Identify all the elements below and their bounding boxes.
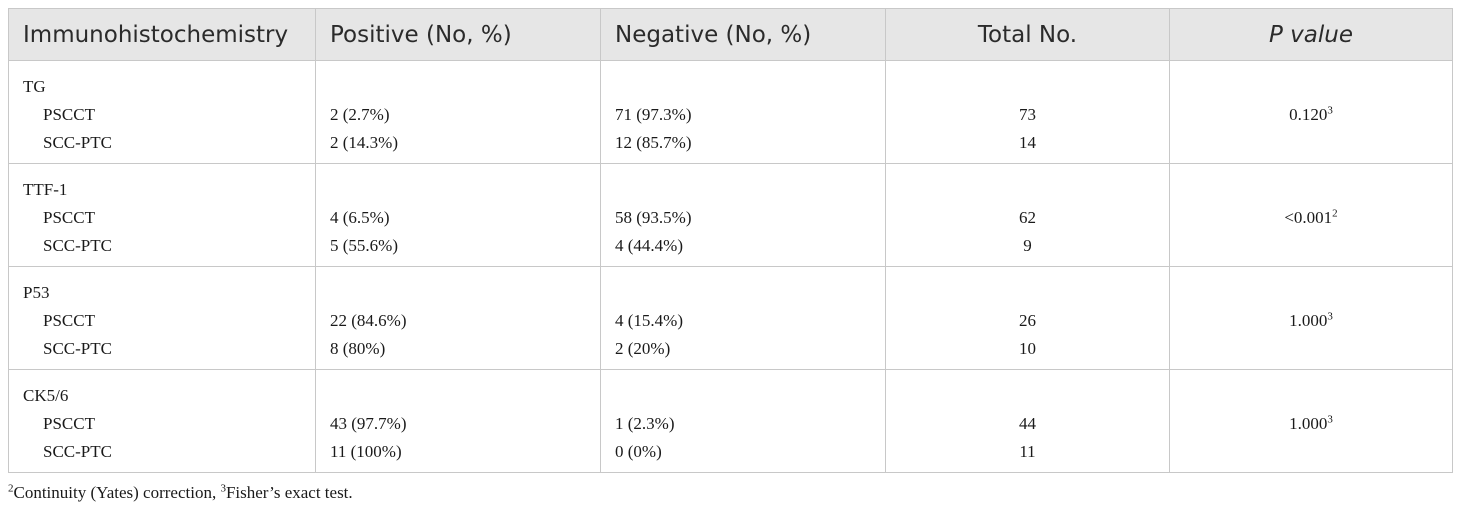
positive-value: 8 (80%) [330, 339, 386, 358]
p-value-footnote-marker: 3 [1327, 104, 1333, 117]
marker-cell: TG PSCCT SCC-PTC [8, 60, 316, 164]
positive-cell: 2 (2.7%) 2 (14.3%) [315, 60, 601, 164]
positive-value: 43 (97.7%) [330, 414, 407, 433]
table-row: TTF-1 PSCCT SCC-PTC 4 (6.5%) 5 (55.6%) [8, 163, 1453, 267]
positive-value: 4 (6.5%) [330, 208, 390, 227]
table-footnote: 2Continuity (Yates) correction, 3Fisher’… [8, 483, 353, 503]
total-value: 11 [1019, 442, 1036, 461]
total-value: 62 [1019, 208, 1036, 227]
row-label: SCC-PTC [43, 442, 112, 461]
row-label: PSCCT [43, 105, 95, 124]
table-row: TG PSCCT SCC-PTC 2 (2.7%) 2 (14.3%) [8, 60, 1453, 164]
table-row: P53 PSCCT SCC-PTC 22 (84.6%) 8 (80%) [8, 266, 1453, 370]
immunohistochemistry-table: Immunohistochemistry Positive (No, %) Ne… [8, 8, 1453, 473]
row-label: SCC-PTC [43, 236, 112, 255]
marker-cell: CK5/6 PSCCT SCC-PTC [8, 369, 316, 473]
row-label: SCC-PTC [43, 133, 112, 152]
header-total: Total No. [885, 8, 1170, 61]
row-label: SCC-PTC [43, 339, 112, 358]
p-value-cell: 1.0003 [1169, 266, 1453, 370]
negative-value: 4 (15.4%) [615, 311, 683, 330]
table-row: CK5/6 PSCCT SCC-PTC 43 (97.7%) 11 (100%) [8, 369, 1453, 473]
positive-cell: 22 (84.6%) 8 (80%) [315, 266, 601, 370]
p-value-cell: <0.0012 [1169, 163, 1453, 267]
positive-cell: 43 (97.7%) 11 (100%) [315, 369, 601, 473]
total-cell: 26 10 [885, 266, 1170, 370]
p-value: 0.120 [1289, 105, 1328, 124]
marker-cell: TTF-1 PSCCT SCC-PTC [8, 163, 316, 267]
p-value: 1.000 [1289, 311, 1328, 330]
footnote-text: Continuity (Yates) correction, [13, 483, 221, 502]
row-label: PSCCT [43, 208, 95, 227]
footnote-marker: 2 [8, 482, 14, 495]
negative-cell: 4 (15.4%) 2 (20%) [600, 266, 886, 370]
p-value-footnote-marker: 3 [1327, 310, 1333, 323]
row-label: PSCCT [43, 414, 95, 433]
p-value-footnote-marker: 2 [1332, 207, 1338, 220]
footnote-text: Fisher’s exact test. [225, 483, 353, 502]
total-value: 44 [1019, 414, 1036, 433]
negative-cell: 71 (97.3%) 12 (85.7%) [600, 60, 886, 164]
positive-value: 2 (14.3%) [330, 133, 398, 152]
negative-value: 0 (0%) [615, 442, 662, 461]
header-immunohistochemistry: Immunohistochemistry [8, 8, 316, 61]
negative-cell: 58 (93.5%) 4 (44.4%) [600, 163, 886, 267]
total-value: 26 [1019, 311, 1036, 330]
total-value: 10 [1019, 339, 1036, 358]
negative-cell: 1 (2.3%) 0 (0%) [600, 369, 886, 473]
header-p-value: P value [1169, 8, 1453, 61]
table-header-row: Immunohistochemistry Positive (No, %) Ne… [8, 8, 1453, 61]
negative-value: 1 (2.3%) [615, 414, 675, 433]
total-cell: 62 9 [885, 163, 1170, 267]
marker-cell: P53 PSCCT SCC-PTC [8, 266, 316, 370]
p-value-footnote-marker: 3 [1327, 413, 1333, 426]
data-table-container: Immunohistochemistry Positive (No, %) Ne… [8, 8, 1453, 473]
p-value-cell: 0.1203 [1169, 60, 1453, 164]
positive-cell: 4 (6.5%) 5 (55.6%) [315, 163, 601, 267]
negative-value: 58 (93.5%) [615, 208, 692, 227]
p-value-cell: 1.0003 [1169, 369, 1453, 473]
positive-value: 22 (84.6%) [330, 311, 407, 330]
marker-name: P53 [23, 283, 50, 302]
total-cell: 73 14 [885, 60, 1170, 164]
header-positive: Positive (No, %) [315, 8, 601, 61]
marker-name: TG [23, 77, 46, 96]
positive-value: 11 (100%) [330, 442, 402, 461]
negative-value: 4 (44.4%) [615, 236, 683, 255]
total-cell: 44 11 [885, 369, 1170, 473]
p-value: 1.000 [1289, 414, 1328, 433]
row-label: PSCCT [43, 311, 95, 330]
marker-name: CK5/6 [23, 386, 69, 405]
negative-value: 71 (97.3%) [615, 105, 692, 124]
positive-value: 5 (55.6%) [330, 236, 398, 255]
total-value: 73 [1019, 105, 1036, 124]
positive-value: 2 (2.7%) [330, 105, 390, 124]
total-value: 14 [1019, 133, 1036, 152]
p-value: <0.001 [1284, 208, 1333, 227]
negative-value: 12 (85.7%) [615, 133, 692, 152]
total-value: 9 [1023, 236, 1032, 255]
negative-value: 2 (20%) [615, 339, 671, 358]
header-negative: Negative (No, %) [600, 8, 886, 61]
marker-name: TTF-1 [23, 180, 68, 199]
footnote-marker: 3 [220, 482, 226, 495]
